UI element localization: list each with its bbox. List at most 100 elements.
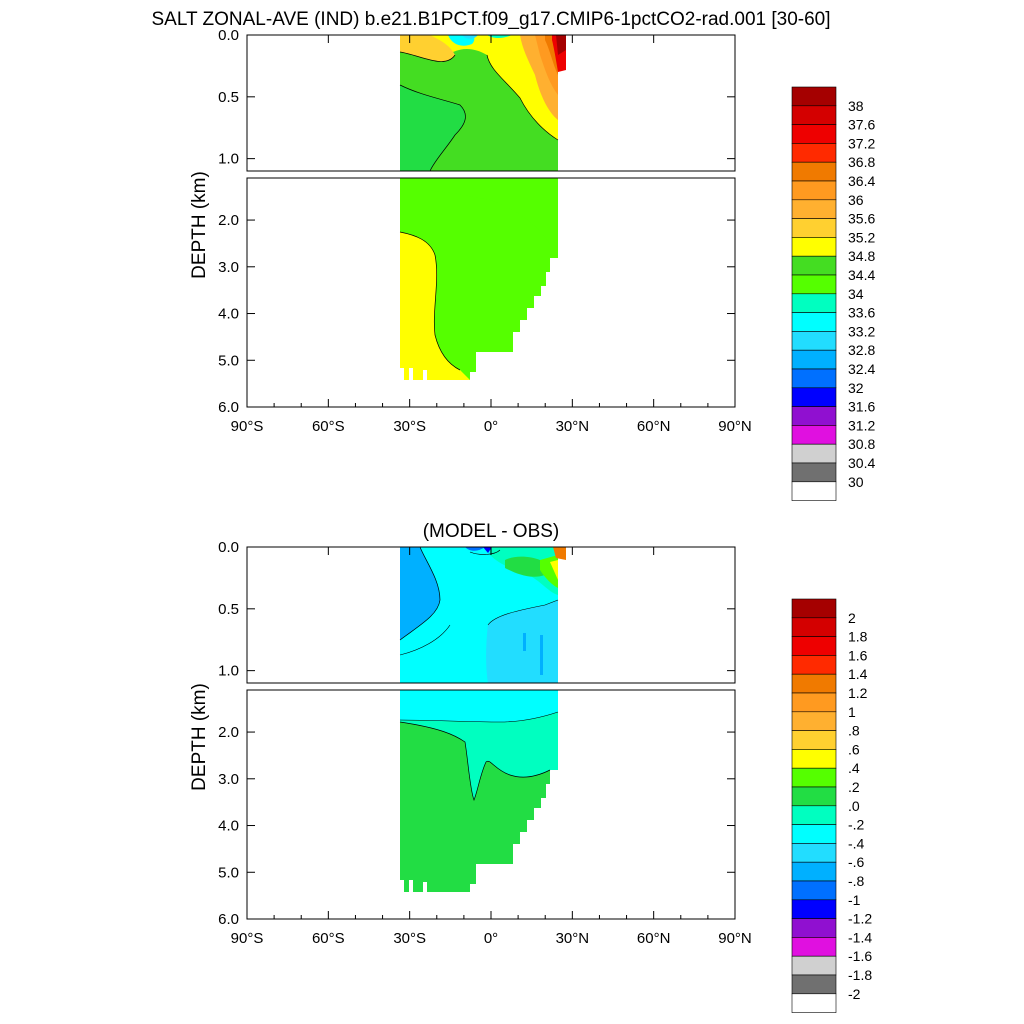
colorbar-label: .4 — [848, 760, 860, 776]
colorbar-label: 32.4 — [848, 361, 875, 377]
colorbar-label: .6 — [848, 741, 860, 757]
colorbar-box — [791, 462, 837, 483]
x-tick-label: 0° — [484, 418, 498, 435]
colorbar-label: 36.8 — [848, 154, 875, 170]
colorbar-box — [791, 598, 837, 619]
y-tick-label: 4.0 — [218, 818, 239, 835]
colorbar-label: -1.8 — [848, 967, 872, 983]
colorbar-label: 34 — [848, 286, 864, 302]
colorbar-label: -.2 — [848, 817, 865, 833]
x-tick-label: 60°N — [637, 930, 671, 947]
colorbar-box — [791, 880, 837, 901]
colorbar-label: -.8 — [848, 873, 865, 889]
colorbar-label: .0 — [848, 798, 860, 814]
top-y-ticks-lower: 2.0 3.0 4.0 5.0 6.0 — [218, 212, 735, 416]
colorbar-label: 35.6 — [848, 211, 875, 227]
bottom-lower-cyan-band — [400, 690, 558, 722]
y-tick-label: 5.0 — [218, 864, 239, 881]
colorbar-label: 2 — [848, 610, 856, 626]
colorbar-label: 31.2 — [848, 417, 875, 433]
colorbar-box — [791, 993, 837, 1013]
bottom-panel: (MODEL - OBS) — [189, 521, 872, 1013]
colorbar-box — [791, 218, 837, 238]
y-tick-label: 1.0 — [218, 663, 239, 680]
top-lower-plot — [246, 177, 736, 408]
y-tick-label: 0.0 — [218, 539, 239, 556]
y-tick-label: 6.0 — [218, 399, 239, 416]
colorbar-label: -.4 — [848, 835, 865, 851]
y-tick-label: 4.0 — [218, 306, 239, 323]
top-y-ticks-upper: 0.0 0.5 1.0 — [218, 27, 735, 168]
bottom-x-ticks: 90°S 60°S 30°S 0° 30°N 60°N 90°N — [231, 547, 752, 947]
colorbar-box — [791, 805, 837, 825]
colorbar-label: .8 — [848, 723, 860, 739]
colorbar-label: 33.2 — [848, 323, 875, 339]
colorbar-box — [791, 293, 837, 313]
x-tick-label: 90°S — [231, 930, 264, 947]
colorbar-label: -.6 — [848, 854, 865, 870]
colorbar-box — [791, 673, 837, 694]
x-tick-label: 60°S — [312, 930, 345, 947]
colorbar-box — [791, 255, 837, 276]
top-lower-yellow-region — [400, 232, 470, 380]
colorbar-label: -2 — [848, 986, 861, 1002]
y-tick-label: 5.0 — [218, 352, 239, 369]
colorbar-box — [791, 749, 837, 769]
bottom-y-ticks-upper: 0.0 0.5 1.0 — [218, 539, 735, 680]
colorbar-box — [791, 180, 837, 201]
x-tick-label: 60°N — [637, 418, 671, 435]
top-colorbar: 38 37.6 37.2 36.8 36.4 36 35.6 35.2 34.8 34.4 34 33… — [791, 86, 875, 501]
colorbar-label: 38 — [848, 98, 864, 114]
colorbar-box — [791, 86, 837, 107]
colorbar-box — [791, 312, 837, 332]
bottom-upper-plot — [246, 546, 736, 684]
top-upper-green-region — [400, 85, 466, 171]
colorbar-label: 1.4 — [848, 666, 868, 682]
colorbar-box — [791, 443, 837, 464]
colorbar-label: 30 — [848, 474, 864, 490]
colorbar-box — [791, 143, 837, 163]
colorbar-box — [791, 824, 837, 844]
colorbar-label: 30.8 — [848, 436, 875, 452]
colorbar-label: 36.4 — [848, 173, 875, 189]
colorbar-box — [791, 237, 837, 257]
colorbar-box — [791, 199, 837, 219]
x-tick-label: 0° — [484, 930, 498, 947]
y-tick-label: 1.0 — [218, 151, 239, 168]
colorbar-label: 1.2 — [848, 685, 868, 701]
bottom-lower-plot — [246, 689, 736, 920]
bottom-y-ticks-lower: 2.0 3.0 4.0 5.0 6.0 — [218, 724, 735, 928]
colorbar-box — [791, 617, 837, 637]
colorbar-label: 1.8 — [848, 629, 868, 645]
x-tick-label: 30°N — [556, 418, 590, 435]
colorbar-label: 33.6 — [848, 305, 875, 321]
colorbar-box — [791, 711, 837, 731]
x-tick-label: 90°S — [231, 418, 264, 435]
colorbar-box — [791, 636, 837, 656]
y-tick-label: 3.0 — [218, 771, 239, 788]
x-tick-label: 30°N — [556, 930, 590, 947]
colorbar-box — [791, 349, 837, 370]
colorbar-label: 32.8 — [848, 342, 875, 358]
colorbar-label: 32 — [848, 380, 864, 396]
colorbar-box — [791, 786, 837, 807]
colorbar-label: -1.6 — [848, 948, 872, 964]
x-tick-label: 60°S — [312, 418, 345, 435]
colorbar-label: 34.4 — [848, 267, 875, 283]
colorbar-box — [791, 406, 837, 426]
top-lower-field — [400, 178, 558, 380]
colorbar-box — [791, 918, 837, 938]
colorbar-label: -1.4 — [848, 929, 872, 945]
top-title: SALT ZONAL-AVE (IND) b.e21.B1PCT.f09_g17… — [151, 9, 830, 30]
colorbar-label: 30.4 — [848, 455, 875, 471]
colorbar-box — [791, 368, 837, 389]
colorbar-label: .2 — [848, 779, 860, 795]
y-tick-label: 6.0 — [218, 911, 239, 928]
top-panel: SALT ZONAL-AVE (IND) b.e21.B1PCT.f09_g17… — [151, 9, 875, 501]
colorbar-box — [791, 105, 837, 125]
y-tick-label: 2.0 — [218, 724, 239, 741]
colorbar-box — [791, 655, 837, 675]
top-y-axis-label: DEPTH (km) — [189, 171, 210, 279]
colorbar-box — [791, 387, 837, 407]
